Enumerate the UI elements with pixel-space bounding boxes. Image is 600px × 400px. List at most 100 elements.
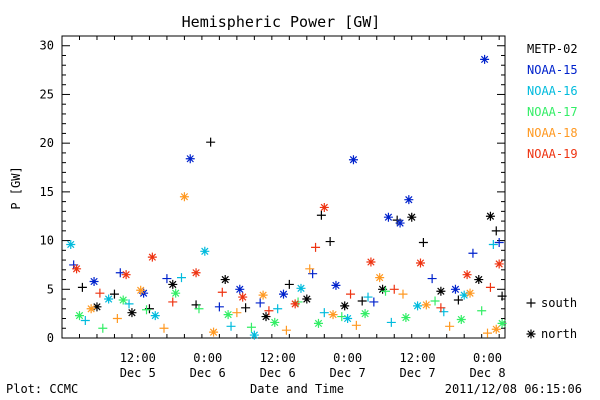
data-point-noaa-18: [86, 304, 96, 314]
data-point-noaa-18: [483, 328, 493, 338]
data-point-noaa-15: [383, 212, 393, 222]
x-tick-date-label: Dec 8: [469, 366, 505, 380]
data-point-noaa-19: [319, 202, 329, 212]
data-point-noaa-15: [115, 268, 125, 278]
data-point-noaa-19: [366, 257, 376, 267]
data-point-noaa-19: [485, 282, 495, 292]
data-point-noaa-17: [313, 318, 323, 328]
y-tick-label: 25: [40, 87, 54, 101]
data-point-noaa-16: [273, 304, 283, 314]
data-point-noaa-18: [179, 192, 189, 202]
data-point-noaa-17: [246, 322, 256, 332]
data-points: [66, 54, 507, 340]
data-point-noaa-17: [118, 295, 128, 305]
series-noaa-15: [69, 54, 504, 312]
data-point-noaa-19: [494, 259, 504, 269]
data-point-noaa-19: [217, 287, 227, 297]
data-point-noaa-18: [465, 288, 475, 298]
data-point-noaa-15: [404, 195, 414, 205]
data-point-noaa-18: [281, 325, 291, 335]
timestamp: 2011/12/08 06:15:06: [445, 382, 582, 396]
y-tick-label: 0: [47, 331, 54, 345]
marker-legend-symbol: [526, 329, 536, 339]
data-point-noaa-17: [497, 318, 507, 328]
legend: METP-02 NOAA-15 NOAA-16 NOAA-17 NOAA-18 NOAA-…: [527, 42, 578, 161]
data-point-metp-02: [378, 284, 388, 294]
plot-credit: Plot: CCMC: [6, 382, 78, 396]
data-point-noaa-18: [445, 321, 455, 331]
data-point-noaa-16: [200, 246, 210, 256]
x-tick-label: 0:00: [333, 351, 362, 365]
data-point-noaa-17: [74, 311, 84, 321]
data-point-metp-02: [127, 308, 137, 318]
data-point-metp-02: [357, 296, 367, 306]
data-point-noaa-16: [124, 299, 134, 309]
data-point-noaa-18: [398, 289, 408, 299]
data-point-noaa-18: [232, 308, 242, 318]
data-point-noaa-16: [363, 292, 373, 302]
data-point-noaa-15: [494, 238, 504, 248]
data-point-noaa-19: [462, 270, 472, 280]
data-point-noaa-19: [147, 252, 157, 262]
x-tick-date-label: Dec 7: [330, 366, 366, 380]
data-point-noaa-16: [459, 290, 469, 300]
legend-entry: NOAA-16: [527, 84, 578, 98]
marker-legend: south north: [526, 296, 577, 341]
legend-entry: NOAA-17: [527, 105, 578, 119]
data-point-noaa-19: [168, 297, 178, 307]
data-point-metp-02: [407, 212, 417, 222]
data-point-metp-02: [92, 302, 102, 312]
data-point-metp-02: [316, 210, 326, 220]
data-point-noaa-17: [98, 323, 108, 333]
data-point-noaa-18: [209, 327, 219, 337]
series-metp-02: [77, 137, 507, 322]
y-tick-label: 20: [40, 136, 54, 150]
legend-entry: METP-02: [527, 42, 578, 56]
x-tick-date-label: Dec 7: [400, 366, 436, 380]
data-point-noaa-17: [401, 313, 411, 323]
data-point-noaa-18: [375, 273, 385, 283]
data-point-noaa-19: [290, 299, 300, 309]
legend-entry: NOAA-18: [527, 126, 578, 140]
data-point-noaa-19: [264, 306, 274, 316]
data-point-metp-02: [474, 275, 484, 285]
plot-frame: [61, 35, 506, 339]
legend-entry: NOAA-19: [527, 147, 578, 161]
data-point-noaa-16: [386, 317, 396, 327]
data-point-noaa-15: [255, 298, 265, 308]
data-point-metp-02: [241, 303, 251, 313]
x-tick-label: 12:00: [120, 351, 156, 365]
y-tick-label: 10: [40, 234, 54, 248]
data-point-noaa-16: [226, 321, 236, 331]
data-point-noaa-15: [331, 280, 341, 290]
data-point-metp-02: [491, 226, 501, 236]
marker-legend-symbol: [526, 298, 536, 308]
y-axis-label: P [GW]: [9, 166, 23, 209]
data-point-noaa-15: [480, 54, 490, 64]
data-point-noaa-16: [488, 239, 498, 249]
data-point-noaa-17: [456, 314, 466, 324]
data-point-noaa-16: [66, 239, 76, 249]
data-point-noaa-18: [328, 310, 338, 320]
data-point-noaa-18: [112, 314, 122, 324]
data-point-noaa-19: [346, 289, 356, 299]
y-tick-label: 15: [40, 185, 54, 199]
data-point-metp-02: [220, 275, 230, 285]
data-point-metp-02: [497, 291, 507, 301]
plot-border: [61, 35, 506, 339]
data-point-noaa-15: [235, 284, 245, 294]
data-point-noaa-15: [89, 276, 99, 286]
data-point-noaa-15: [279, 289, 288, 299]
data-point-noaa-16: [319, 308, 329, 318]
series-noaa-17: [74, 286, 507, 333]
data-point-noaa-18: [159, 323, 169, 333]
data-point-noaa-17: [194, 304, 204, 314]
data-point-noaa-18: [136, 285, 146, 295]
data-point-noaa-16: [150, 311, 160, 321]
data-point-noaa-15: [427, 274, 437, 284]
data-point-noaa-17: [223, 310, 233, 320]
x-tick-date-label: Dec 6: [190, 366, 226, 380]
y-tick-label: 30: [40, 39, 54, 53]
series-noaa-16: [66, 239, 498, 340]
